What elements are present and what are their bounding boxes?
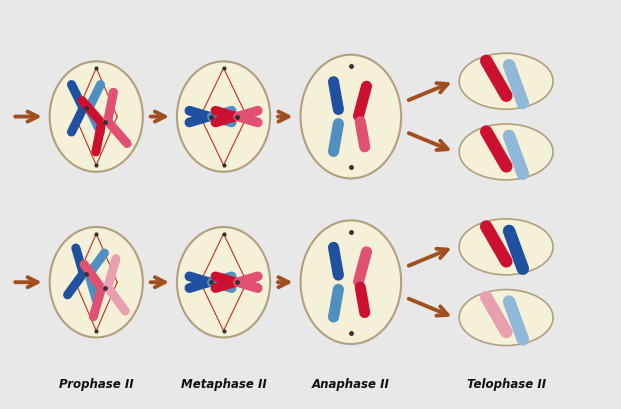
Ellipse shape: [177, 227, 270, 337]
Text: Prophase II: Prophase II: [59, 378, 134, 391]
Ellipse shape: [459, 124, 553, 180]
Ellipse shape: [50, 227, 143, 337]
Ellipse shape: [301, 55, 401, 178]
Text: Anaphase II: Anaphase II: [312, 378, 390, 391]
Ellipse shape: [301, 220, 401, 344]
Ellipse shape: [177, 61, 270, 172]
Ellipse shape: [459, 219, 553, 275]
Text: Telophase II: Telophase II: [466, 378, 546, 391]
Ellipse shape: [459, 290, 553, 346]
Ellipse shape: [459, 53, 553, 109]
Ellipse shape: [50, 61, 143, 172]
Text: Metaphase II: Metaphase II: [181, 378, 266, 391]
